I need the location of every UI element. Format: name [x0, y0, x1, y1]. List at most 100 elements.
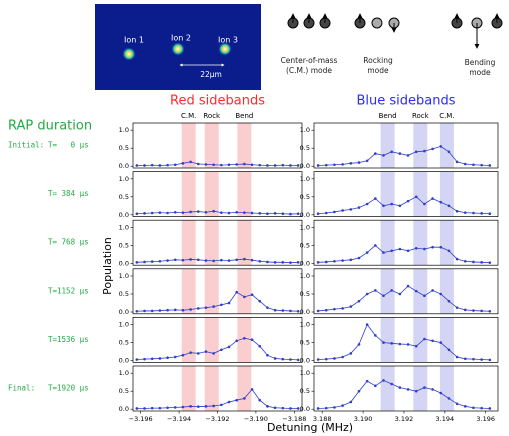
data-point	[250, 163, 254, 167]
data-line	[318, 323, 490, 361]
data-point	[235, 210, 239, 214]
data-point	[289, 261, 292, 264]
y-tick-label: 1.0	[119, 321, 129, 329]
data-point	[166, 356, 169, 360]
mode-label: (C.M.) mode	[286, 66, 332, 75]
data-point	[143, 164, 146, 167]
data-point	[135, 407, 139, 410]
data-point	[189, 258, 192, 261]
x-tick-label: 3.188	[313, 415, 332, 423]
data-point	[324, 211, 328, 215]
data-point	[480, 309, 483, 313]
data-point	[273, 261, 277, 264]
plot-frame	[132, 268, 303, 315]
data-point	[324, 163, 328, 167]
data-point	[488, 309, 492, 313]
mode-label: mode	[469, 68, 491, 77]
data-point	[398, 152, 402, 155]
data-line	[318, 145, 490, 166]
data-point	[463, 211, 467, 214]
sideband-band	[237, 171, 252, 217]
data-point	[488, 407, 492, 410]
y-tick-label: 0.0	[119, 405, 129, 413]
sideband-band	[380, 268, 395, 314]
sideband-band	[204, 220, 219, 266]
data-point	[273, 308, 277, 312]
data-point	[341, 259, 344, 262]
data-point	[374, 244, 377, 247]
sideband-band	[181, 171, 196, 217]
data-point	[431, 289, 434, 292]
sideband-band	[204, 366, 219, 411]
data-point	[333, 210, 336, 214]
data-point	[143, 212, 146, 215]
data-point	[166, 163, 169, 167]
data-point	[266, 212, 269, 216]
x-axis-label: Detuning (MHz)	[267, 421, 353, 434]
data-line	[136, 337, 299, 361]
data-point	[181, 353, 185, 357]
ion-image: Ion 1 Ion 2 Ion 3 22µm	[95, 4, 261, 90]
data-point	[447, 204, 451, 208]
data-point	[439, 341, 443, 344]
data-point	[135, 309, 139, 313]
data-point	[189, 160, 192, 164]
sideband-band	[413, 317, 428, 363]
row-label: T= 0 µs	[48, 141, 89, 150]
data-point	[173, 406, 177, 409]
data-point	[423, 247, 426, 251]
data-point	[398, 292, 402, 296]
data-point	[227, 163, 231, 167]
data-point	[181, 258, 185, 262]
y-tick-label: 0.0	[119, 211, 129, 219]
y-tick-label: 1.0	[300, 369, 310, 377]
data-point	[266, 164, 269, 167]
data-point	[235, 258, 239, 262]
data-point	[414, 389, 418, 393]
sideband-band	[439, 268, 454, 314]
row-label: T= 768 µs	[48, 238, 89, 247]
data-point	[196, 307, 200, 310]
data-point	[150, 163, 154, 167]
data-point	[390, 382, 393, 386]
data-point	[258, 398, 262, 402]
data-line	[318, 285, 490, 312]
data-line	[136, 388, 299, 409]
data-point	[357, 389, 361, 393]
data-point	[281, 309, 285, 312]
data-point	[447, 348, 451, 352]
data-point	[455, 257, 459, 261]
sideband-band	[237, 366, 252, 411]
data-point	[480, 406, 483, 410]
x-tick-label: −3.192	[205, 415, 229, 423]
data-point	[349, 208, 353, 211]
y-tick-label: 1.0	[300, 223, 310, 231]
data-point	[166, 406, 169, 410]
data-point	[227, 259, 231, 262]
data-point	[431, 245, 434, 249]
data-point	[349, 400, 353, 404]
data-point	[258, 163, 262, 167]
data-point	[333, 307, 336, 311]
data-point	[220, 211, 223, 214]
data-point	[227, 345, 231, 349]
data-point	[220, 258, 223, 262]
y-tick-label: 0.5	[119, 387, 129, 395]
sideband-band	[380, 123, 395, 168]
row-label: T= 384 µs	[48, 189, 89, 198]
data-point	[196, 405, 200, 408]
data-point	[414, 344, 418, 348]
x-tick-label: 3.196	[476, 415, 495, 423]
data-point	[390, 150, 393, 154]
x-tick-label: 3.192	[395, 415, 414, 423]
y-tick-label: 0.0	[119, 308, 129, 316]
data-point	[439, 292, 443, 296]
data-point	[173, 163, 177, 167]
data-point	[181, 308, 185, 312]
data-point	[374, 334, 377, 337]
plot-frame	[313, 365, 499, 412]
data-point	[204, 163, 208, 166]
data-point	[349, 162, 353, 165]
sideband-band	[413, 220, 428, 266]
data-point	[382, 251, 385, 254]
